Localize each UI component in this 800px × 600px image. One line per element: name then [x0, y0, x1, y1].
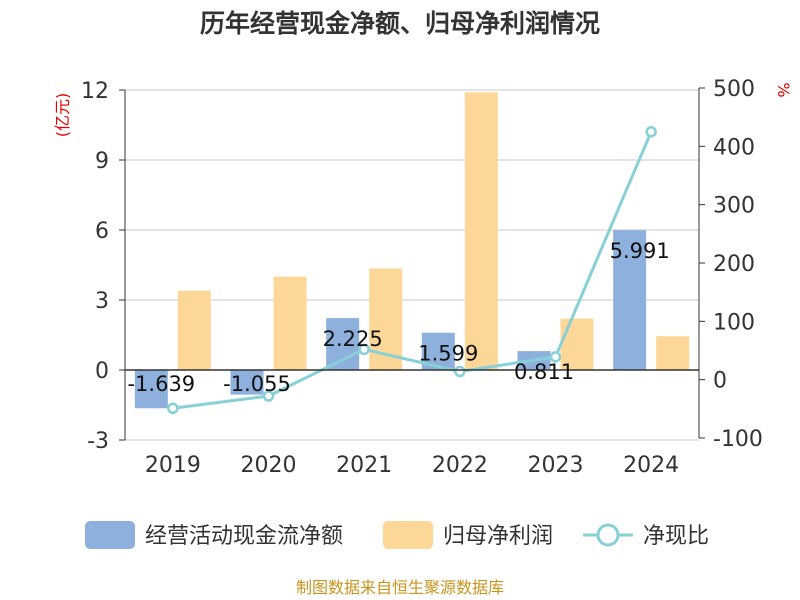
ratio-point-2021: [358, 343, 370, 356]
ratio-point-2020: [262, 390, 275, 402]
left-tick-label: 0: [95, 359, 109, 384]
legend-ratio-label: 净现比: [643, 524, 709, 549]
right-tick-label: 100: [713, 310, 755, 335]
cash-bar-2024: [613, 230, 647, 370]
left-tick-label: 3: [95, 289, 109, 314]
right-tick-label: 400: [713, 135, 755, 160]
legend-cash-label: 经营活动现金流净额: [145, 524, 343, 549]
profit-bar-2023: [560, 318, 594, 370]
grid-lines: [125, 89, 699, 441]
right-tick-label: 500: [713, 77, 755, 102]
left-tick-label: -3: [87, 429, 109, 454]
profit-bar-2024: [656, 336, 690, 370]
cash-data-label: -1.055: [223, 372, 291, 396]
legend-item-profit[interactable]: 归母净利润: [383, 521, 553, 549]
legend-ratio-marker: [596, 523, 620, 547]
cash-data-label: 2.225: [323, 327, 383, 351]
cash-data-label: 1.599: [418, 342, 478, 366]
right-tick-label: -100: [713, 427, 763, 452]
cash-bar-2020: [230, 370, 264, 395]
ratio-point-2024: [645, 126, 657, 138]
profit-bar-2019: [177, 290, 211, 370]
right-tick-label: 300: [713, 194, 755, 219]
profit-bar-2020: [273, 276, 307, 370]
data-labels-group: -1.639 -1.055 2.225 1.599 0.811 5.991: [127, 239, 669, 396]
x-tick-label: 2022: [432, 453, 488, 478]
right-tick-label: 200: [713, 252, 755, 277]
cash-data-label: -1.639: [127, 372, 195, 396]
left-axis-unit: (亿元): [53, 93, 72, 138]
x-tick-label: 2024: [623, 453, 679, 478]
left-tick-label: 6: [95, 219, 109, 244]
left-tick-label: 9: [95, 149, 109, 174]
ratio-point-2023: [549, 351, 562, 363]
x-tick-label: 2023: [528, 453, 584, 478]
left-tick-label: 12: [81, 79, 109, 104]
chart-title: 历年经营现金净额、归母净利润情况: [200, 9, 600, 38]
legend-item-cash[interactable]: 经营活动现金流净额: [85, 521, 343, 549]
right-tick-label: 0: [713, 369, 727, 394]
ratio-point-2022: [454, 365, 466, 378]
source-note: 制图数据来自恒生聚源数据库: [296, 578, 504, 597]
ratio-line-group: [167, 126, 657, 414]
cash-data-label: 0.811: [514, 360, 574, 384]
x-tick-label: 2019: [145, 453, 201, 478]
cash-bar-2019: [134, 370, 168, 409]
profit-bar-2022: [464, 92, 498, 370]
legend-cash-swatch: [85, 521, 135, 549]
cash-data-label: 5.991: [610, 239, 670, 263]
legend-item-ratio[interactable]: 净现比: [583, 523, 709, 549]
x-tick-label: 2020: [241, 453, 297, 478]
x-tick-label: 2021: [336, 453, 392, 478]
ratio-point-2019: [167, 402, 179, 414]
axes-group: 12 9 6 3 0 -3 500 400 300 200 100 0 -100 2019 2020 2021…: [81, 77, 763, 478]
right-axis-unit: %: [774, 82, 793, 97]
legend: 经营活动现金流净额 归母净利润 净现比: [85, 521, 709, 549]
legend-profit-swatch: [383, 521, 433, 549]
legend-profit-label: 归母净利润: [443, 524, 553, 549]
ratio-line: [172, 131, 653, 410]
